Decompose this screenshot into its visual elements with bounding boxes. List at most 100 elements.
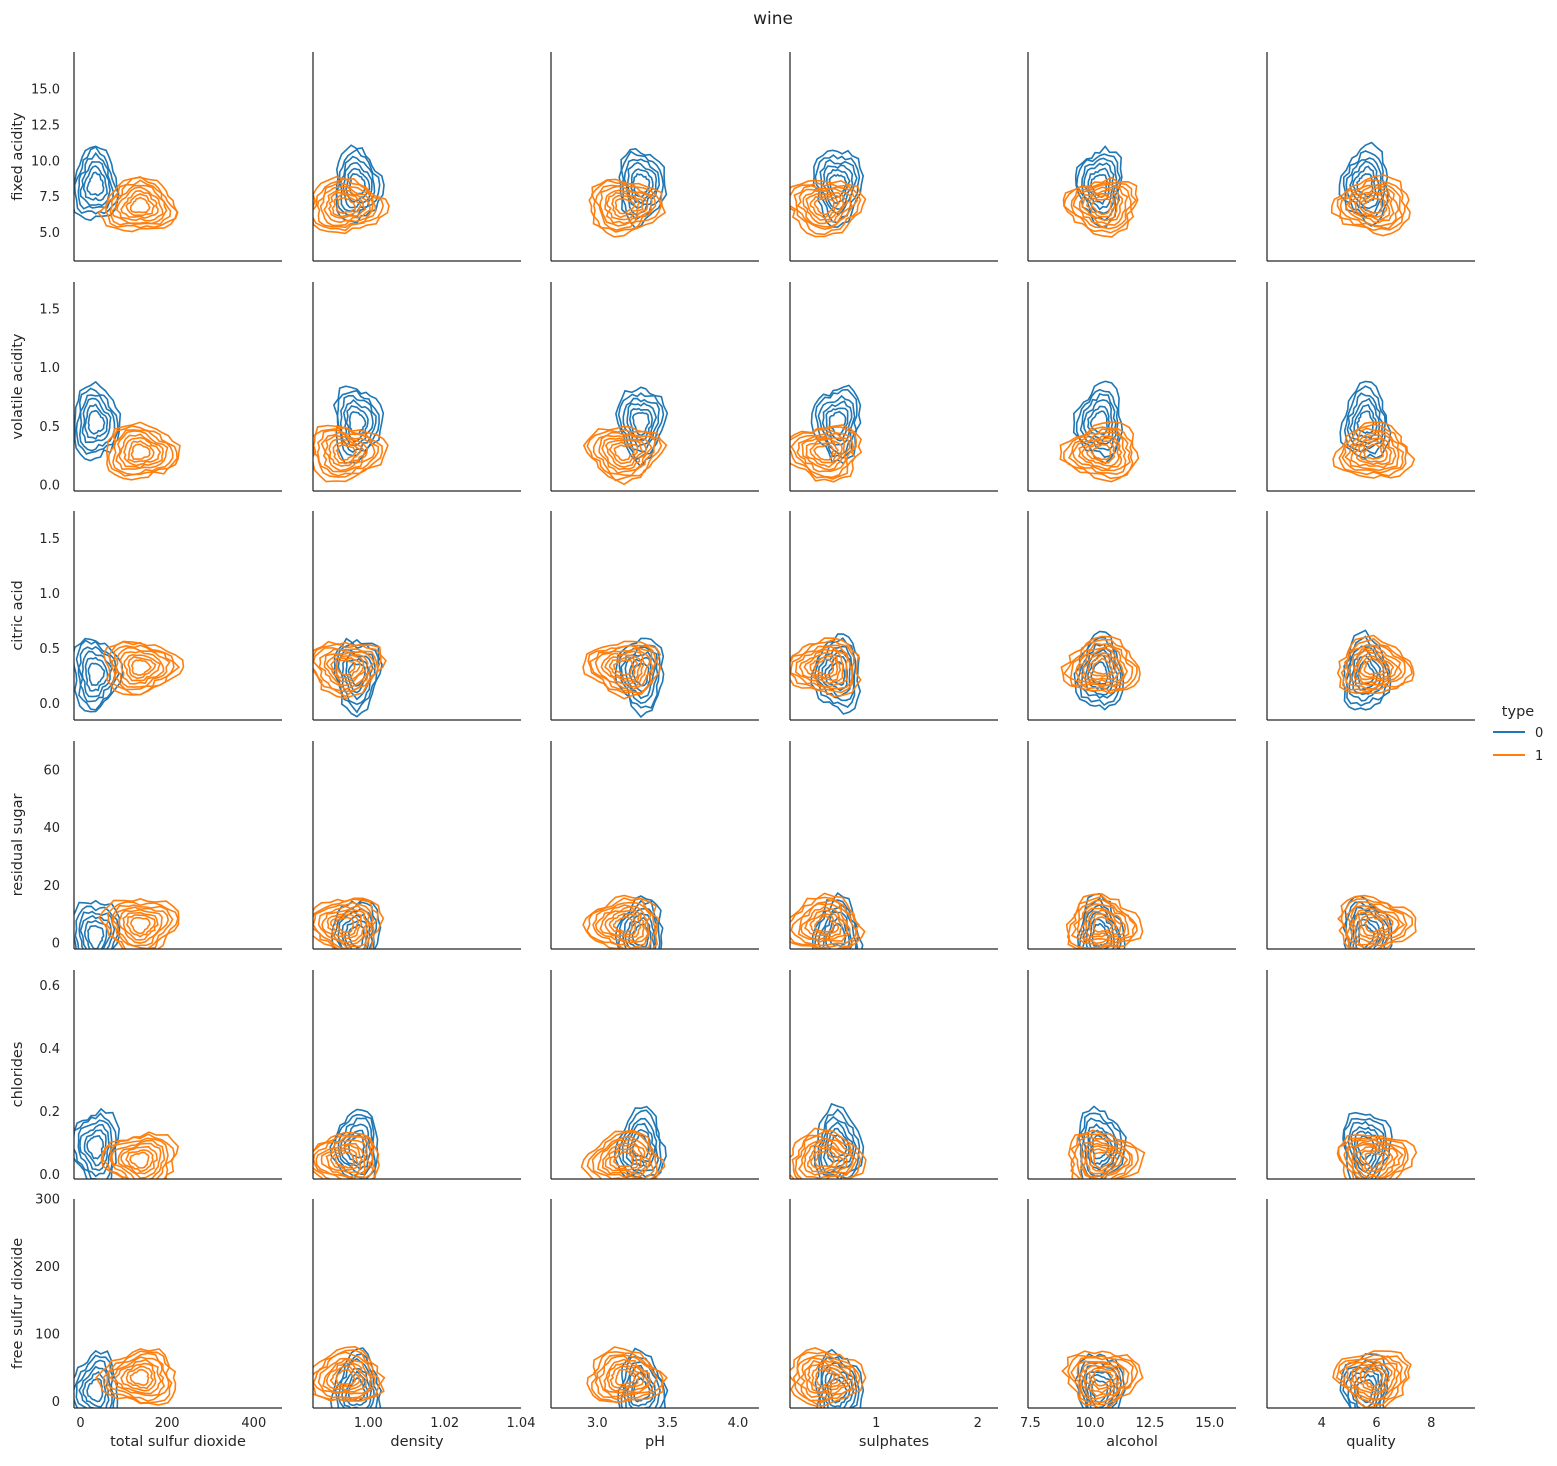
kde-contour-type-1 xyxy=(1090,197,1113,216)
x-tick-label: 1.00 xyxy=(354,1416,383,1431)
y-tick-label: 1.0 xyxy=(39,361,60,376)
y-tick-label: 20 xyxy=(43,879,60,894)
kde-contour-type-1 xyxy=(1093,1151,1114,1169)
kde-contour-type-1 xyxy=(127,655,157,680)
contour-group xyxy=(74,637,185,713)
kde-contour-type-1 xyxy=(1085,194,1116,218)
kde-contour-type-1 xyxy=(592,901,652,949)
kde-contour-type-0 xyxy=(828,410,847,437)
kde-contour-type-1 xyxy=(1344,430,1400,472)
panel-volatile-acidity-vs-alcohol xyxy=(1027,282,1236,492)
contour-group xyxy=(586,1346,669,1408)
panel-citric-acid-vs-total-sulfur-dioxide: 0.0 0.5 1.0 1.5 citric acid xyxy=(10,511,282,721)
kde-contour-type-1 xyxy=(604,1144,643,1174)
kde-contour-type-0 xyxy=(817,394,856,455)
kde-contour-type-1 xyxy=(323,651,369,687)
y-tick-label: 0.6 xyxy=(39,979,60,994)
kde-contour-type-1 xyxy=(588,178,667,238)
kde-contour-type-1 xyxy=(1344,644,1406,690)
kde-contour-type-1 xyxy=(1354,1363,1393,1393)
kde-contour-type-1 xyxy=(125,1365,155,1390)
kde-contour-type-0 xyxy=(82,1371,108,1408)
panel-volatile-acidity-vs-total-sulfur-dioxide: 0.0 0.5 1.0 1.5 volatile acidity xyxy=(10,282,282,494)
kde-contour-type-1 xyxy=(609,1148,639,1171)
x-tick-label: 1 xyxy=(872,1416,880,1431)
kde-contour-type-0 xyxy=(74,899,121,949)
kde-contour-type-0 xyxy=(75,639,120,711)
kde-contour-type-1 xyxy=(799,1356,855,1399)
kde-contour-type-1 xyxy=(335,197,357,215)
kde-contour-type-0 xyxy=(810,384,862,465)
kde-contour-type-1 xyxy=(313,1351,376,1399)
contour-group xyxy=(1332,1350,1412,1408)
panel-citric-acid-vs-ph xyxy=(550,511,759,721)
kde-contour-type-1 xyxy=(791,1130,862,1179)
panel-chlorides-vs-density xyxy=(312,970,521,1180)
y-tick-label: 0 xyxy=(52,937,60,952)
x-tick-label: 7.5 xyxy=(1020,1416,1041,1431)
y-axis-label: citric acid xyxy=(10,580,26,650)
y-tick-label: 0.0 xyxy=(39,697,60,712)
kde-contour-type-1 xyxy=(129,1368,150,1386)
y-tick-label: 200 xyxy=(35,1260,60,1275)
kde-contour-type-1 xyxy=(127,440,155,463)
kde-contour-type-1 xyxy=(1340,898,1414,949)
kde-contour-type-1 xyxy=(313,1349,381,1401)
kde-contour-type-0 xyxy=(1353,1130,1379,1167)
kde-contour-type-1 xyxy=(1070,1133,1140,1179)
kde-contour-type-1 xyxy=(325,1144,364,1174)
kde-contour-type-1 xyxy=(608,656,639,680)
kde-contour-type-0 xyxy=(87,409,106,435)
contour-group xyxy=(1330,141,1411,237)
kde-contour-type-1 xyxy=(1067,1354,1139,1406)
kde-contour-type-0 xyxy=(814,388,858,460)
contour-group xyxy=(313,385,389,483)
kde-contour-type-1 xyxy=(107,425,178,477)
kde-contour-type-0 xyxy=(1342,150,1386,219)
kde-contour-type-1 xyxy=(599,905,645,943)
kde-contour-type-1 xyxy=(604,909,642,939)
kde-contour-type-1 xyxy=(1091,657,1113,675)
kde-contour-type-1 xyxy=(1070,183,1132,230)
kde-contour-type-1 xyxy=(814,915,835,933)
kde-contour-type-1 xyxy=(1330,174,1411,237)
x-axis-label: quality xyxy=(1346,1434,1396,1450)
x-tick-label: 3.0 xyxy=(587,1416,608,1431)
kde-contour-type-0 xyxy=(1343,385,1387,455)
panel-citric-acid-vs-quality xyxy=(1266,511,1475,721)
x-axis-label: total sulfur dioxide xyxy=(110,1434,246,1450)
panel-residual-sugar-vs-ph xyxy=(550,741,759,950)
kde-contour-type-1 xyxy=(319,185,374,227)
kde-contour-type-0 xyxy=(1354,654,1379,692)
kde-contour-type-0 xyxy=(83,919,108,949)
kde-contour-type-1 xyxy=(580,1129,666,1179)
kde-contour-type-1 xyxy=(806,1144,846,1174)
kde-contour-type-1 xyxy=(594,1353,658,1401)
panel-residual-sugar-vs-sulphates xyxy=(789,741,998,950)
kde-contour-type-0 xyxy=(335,144,385,224)
kde-contour-type-1 xyxy=(129,1151,150,1169)
kde-contour-type-1 xyxy=(801,437,845,471)
y-tick-label: 10.0 xyxy=(31,154,60,169)
kde-contour-type-1 xyxy=(317,1357,373,1395)
kde-contour-type-0 xyxy=(74,380,122,462)
kde-contour-type-1 xyxy=(1060,635,1141,695)
contour-group xyxy=(1060,630,1141,711)
x-tick-label: 1.02 xyxy=(430,1416,459,1431)
legend: type 0 1 xyxy=(1493,704,1543,764)
contour-group xyxy=(313,1108,380,1179)
kde-contour-type-1 xyxy=(604,653,643,683)
kde-contour-type-1 xyxy=(317,904,371,948)
kde-contour-type-1 xyxy=(582,894,661,949)
kde-contour-type-1 xyxy=(1063,181,1137,234)
kde-contour-type-1 xyxy=(1338,423,1408,477)
kde-contour-type-1 xyxy=(1351,1143,1399,1179)
kde-contour-type-1 xyxy=(1337,894,1417,949)
contour-group xyxy=(790,149,867,238)
kde-contour-type-0 xyxy=(74,1107,121,1179)
panel-citric-acid-vs-alcohol xyxy=(1027,511,1236,721)
kde-contour-type-1 xyxy=(328,438,366,467)
kde-contour-type-1 xyxy=(1082,652,1122,681)
kde-contour-type-1 xyxy=(807,1362,846,1393)
y-tick-label: 0.0 xyxy=(39,1168,60,1183)
